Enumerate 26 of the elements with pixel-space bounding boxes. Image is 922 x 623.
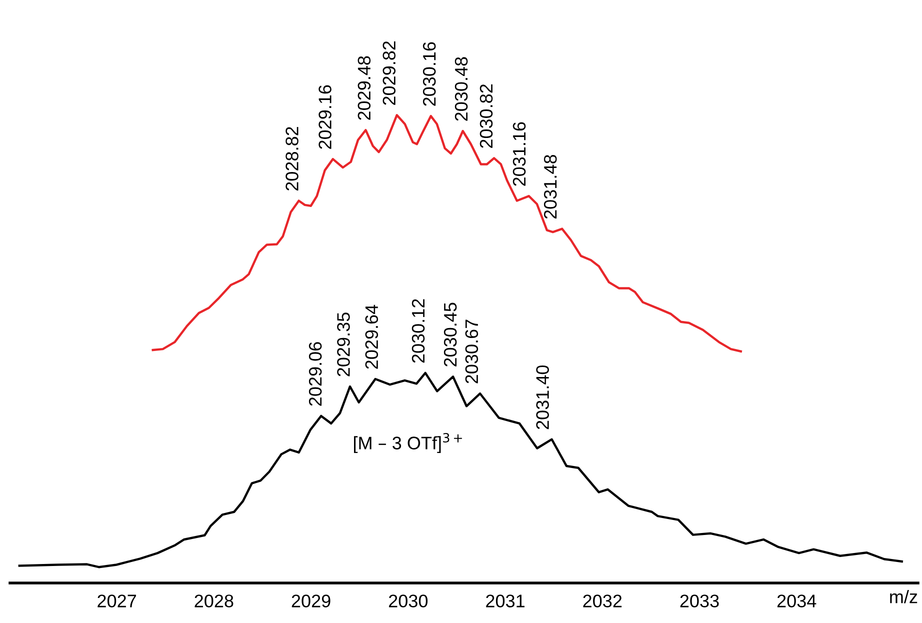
x-tick-label: 2030 (388, 594, 428, 608)
x-tick-label: 2029 (292, 594, 330, 608)
annotation: 2030.67 (465, 320, 478, 384)
annotation: [M – 3 OTf]$^{3+}$ (354, 432, 462, 454)
annotation: 2029.64 (365, 304, 378, 369)
annotation: 2030.45 (444, 302, 457, 366)
annotation: 2029.16 (318, 85, 332, 149)
annotation: 2030.12 (412, 299, 425, 363)
annotation: 2030.48 (454, 57, 468, 121)
x-tick-label: 2028 (194, 594, 234, 608)
x-tick-label: 2027 (98, 594, 136, 608)
annotation: 2031.48 (544, 154, 557, 219)
x-tick-label: 2034 (777, 594, 816, 608)
annotation: 2029.48 (358, 56, 371, 120)
annotation: 2031.16 (512, 122, 526, 186)
annotation: 2030.82 (480, 84, 493, 148)
annotation: 2029.35 (337, 312, 350, 376)
annotation: 2031.40 (536, 365, 549, 430)
x-axis-title: m/z (890, 590, 918, 604)
annotation: 2029.06 (308, 342, 322, 406)
x-tick-label: 2032 (583, 594, 622, 608)
annotation: 2028.82 (286, 127, 298, 190)
annotation: 2030.16 (422, 42, 436, 106)
x-tick-label: 2031 (486, 594, 524, 608)
x-tick-label: 2033 (680, 594, 719, 608)
annotation: 2029.82 (382, 41, 396, 105)
